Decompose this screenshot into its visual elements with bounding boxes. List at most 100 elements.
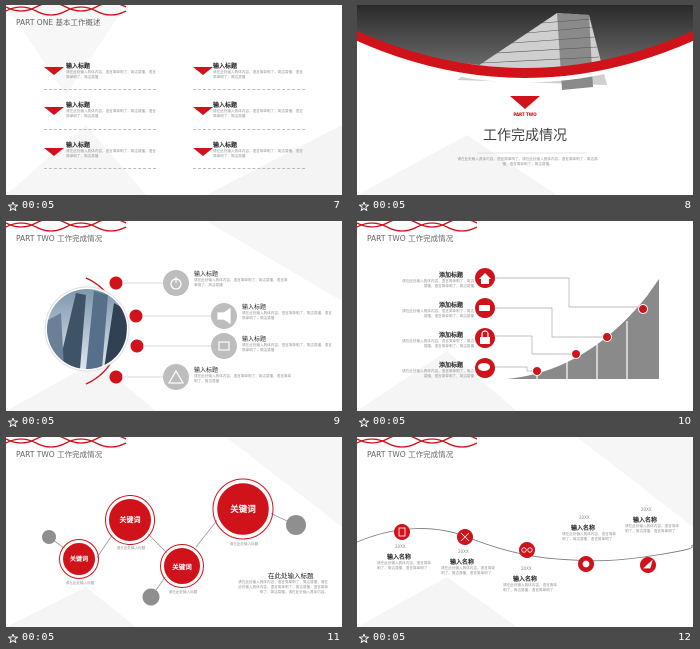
item-body: 请在此处输入具体内容，语言简单明了，简洁易懂，语言简单明了，简洁易懂 xyxy=(66,149,156,158)
item-heading: 输入名称 xyxy=(450,559,475,566)
item-body: 请在此处输入具体内容，语言简单明了，简洁易懂，语言简单明了 xyxy=(625,524,679,533)
chat-icon xyxy=(477,362,493,374)
slide-footer: 00:05 8 xyxy=(357,196,693,217)
chevron-down-icon xyxy=(44,67,64,75)
slide-timing: 00:05 xyxy=(22,200,55,211)
slide-7-canvas: PART ONE 基本工作概述 输入标题 请在此处输入具体内容，语言简单明了，简… xyxy=(6,5,342,195)
slide-10-canvas: PART TWO 工作完成情况 添加标题 请在此处输入具体内容，语言简单明了，简… xyxy=(357,221,693,411)
lock-icon xyxy=(477,330,493,345)
megaphone-icon xyxy=(217,309,231,323)
item-body: 请在此处输入具体内容，语言简单明了，简洁易懂，语言简单明了，简洁易懂 xyxy=(66,70,156,79)
star-icon xyxy=(8,202,18,211)
slide-thumbnail-12[interactable]: PART TWO 工作完成情况 20XX 输入名称 请在此处输入具体内容，语言简… xyxy=(357,437,693,649)
item-heading: 添加标题 xyxy=(439,302,464,309)
star-icon xyxy=(359,418,369,427)
year-label: 20XX xyxy=(579,515,590,520)
bubble-caption: 请在此处输入标题 xyxy=(116,546,146,550)
section-body: 请在此处输入具体内容，语言简单明了，请在此处输入具体内容，语言简单明了，简洁易懂… xyxy=(457,157,598,166)
slide-thumbnail-11[interactable]: PART TWO 工作完成情况 关键词 关键词 关键词 关键词 请在此处输入标题… xyxy=(6,437,342,649)
star-icon xyxy=(359,202,369,211)
item-heading: 输入名称 xyxy=(571,525,596,532)
rocket-icon xyxy=(643,560,653,569)
bubble-caption: 请在此处输入标题 xyxy=(168,590,198,594)
slide-timing: 00:05 xyxy=(373,416,406,427)
item-heading: 输入名称 xyxy=(633,517,658,524)
power-icon xyxy=(172,279,180,287)
item-body: 请在此处输入具体内容，语言简单明了，简洁易懂，语言简单明了，简洁易懂 xyxy=(242,343,332,352)
item-body: 请在此处输入具体内容，语言简单明了，简洁易懂，语言简单明了，简洁易懂 xyxy=(213,70,303,79)
text-body: 请在此处输入具体内容，语言简单明了，简洁易懂，请在此处输入具体内容，语言简单明了… xyxy=(238,580,328,594)
slide-number: 12 xyxy=(678,632,691,643)
item-heading: 输入标题 xyxy=(213,102,238,109)
item-heading: 输入标题 xyxy=(213,142,238,149)
item-body: 请在此处输入具体内容，语言简单明了，简洁易懂，语言简单明了 xyxy=(562,532,616,541)
item-body: 请在此处输入具体内容，语言简单明了，简洁易懂，语言简单明了 xyxy=(503,583,557,592)
keyword-bubble: 关键词 xyxy=(172,563,192,571)
part-label: PART TWO xyxy=(513,112,537,117)
chevron-down-icon xyxy=(193,67,213,75)
certificate-icon xyxy=(217,339,231,353)
item-heading: 输入标题 xyxy=(242,304,267,311)
item-heading: 输入标题 xyxy=(66,102,91,109)
slide-number: 7 xyxy=(333,200,340,211)
slide-footer: 00:05 10 xyxy=(357,412,693,433)
battery-icon xyxy=(477,303,493,313)
slide-title: PART ONE 基本工作概述 xyxy=(16,18,101,27)
chevron-down-icon xyxy=(44,148,64,156)
item-body: 请在此处输入具体内容，语言简单明了，简洁易懂，语言简单明了，简洁易懂 xyxy=(66,109,156,118)
item-body: 请在此处输入具体内容，语言简单明了，简洁易懂，语言简单明了 xyxy=(377,561,431,570)
slide-title: PART TWO 工作完成情况 xyxy=(367,234,454,243)
slide-title: PART TWO 工作完成情况 xyxy=(16,234,103,243)
building-photo-header xyxy=(357,5,693,195)
year-label: 20XX xyxy=(395,544,406,549)
slide-footer: 00:05 12 xyxy=(357,628,693,649)
bubble-caption: 请在此处输入标题 xyxy=(65,581,95,585)
item-body: 请在此处输入具体内容，语言简单明了，简洁易懂，语言简单明了，简洁易懂 xyxy=(194,374,292,383)
background-pattern xyxy=(6,5,342,195)
slide-timing: 00:05 xyxy=(22,416,55,427)
item-body: 请在此处输入具体内容，语言简单明了，简洁易懂，语言简单明了，简洁易懂 xyxy=(402,309,474,318)
slide-footer: 00:05 7 xyxy=(6,196,342,217)
divider xyxy=(44,89,156,90)
slide-number: 11 xyxy=(327,632,340,643)
slide-number: 10 xyxy=(678,416,691,427)
year-label: 20XX xyxy=(458,549,469,554)
slide-footer: 00:05 9 xyxy=(6,412,342,433)
slide-thumbnail-9[interactable]: PART TWO 工作完成情况 输入标题 请在此处输入具体内容，语言简单明了，简… xyxy=(6,221,342,433)
divider xyxy=(193,168,305,169)
divider xyxy=(193,89,305,90)
slide-thumbnail-8[interactable]: PART TWO 工作完成情况 请在此处输入具体内容，语言简单明了，请在此处输入… xyxy=(357,5,693,217)
warning-icon xyxy=(169,371,183,383)
item-heading: 输入标题 xyxy=(242,336,267,343)
item-heading: 输入标题 xyxy=(194,271,219,278)
slide-thumbnail-7[interactable]: PART ONE 基本工作概述 输入标题 请在此处输入具体内容，语言简单明了，简… xyxy=(6,5,342,217)
triangle-marker xyxy=(510,96,540,109)
slide-timing: 00:05 xyxy=(22,632,55,643)
keyword-bubbles xyxy=(6,437,342,627)
item-heading: 添加标题 xyxy=(439,332,464,339)
item-heading: 输入标题 xyxy=(66,63,91,70)
slide-thumbnail-10[interactable]: PART TWO 工作完成情况 添加标题 请在此处输入具体内容，语言简单明了，简… xyxy=(357,221,693,433)
item-body: 请在此处输入具体内容，语言简单明了，简洁易懂，语言简单明了 xyxy=(441,566,495,575)
growth-diagram xyxy=(357,221,659,411)
item-body: 请在此处输入具体内容，语言简单明了，简洁易懂，语言简单明了，简洁易懂 xyxy=(402,279,474,288)
link-icon xyxy=(521,547,533,553)
slide-number: 9 xyxy=(333,416,340,427)
item-body: 请在此处输入具体内容，语言简单明了，简洁易懂，语言简单明了，简洁易懂 xyxy=(242,311,332,320)
item-heading: 输入标题 xyxy=(66,142,91,149)
item-heading: 输入标题 xyxy=(213,63,238,70)
keyword-bubble: 关键词 xyxy=(230,505,256,515)
item-heading: 添加标题 xyxy=(439,272,464,279)
bubble-caption: 请在此处输入标题 xyxy=(229,542,259,546)
item-body: 请在此处输入具体内容，语言简单明了，简洁易懂，语言简单明了，简洁易懂 xyxy=(402,339,474,348)
item-body: 请在此处输入具体内容，语言简单明了，简洁易懂，语言简单明了，简洁易懂 xyxy=(402,369,474,378)
item-body: 请在此处输入具体内容，语言简单明了，简洁易懂，语言简单明了，简洁易懂 xyxy=(213,109,303,118)
radial-diagram xyxy=(6,221,342,411)
slide-timing: 00:05 xyxy=(373,632,406,643)
section-title: 工作完成情况 xyxy=(483,128,567,144)
slide-11-canvas: PART TWO 工作完成情况 关键词 关键词 关键词 关键词 请在此处输入标题… xyxy=(6,437,342,627)
building-icon xyxy=(398,527,406,537)
keyword-bubble: 关键词 xyxy=(69,556,88,563)
chevron-down-icon xyxy=(193,107,213,115)
item-heading: 输入名称 xyxy=(513,576,538,583)
